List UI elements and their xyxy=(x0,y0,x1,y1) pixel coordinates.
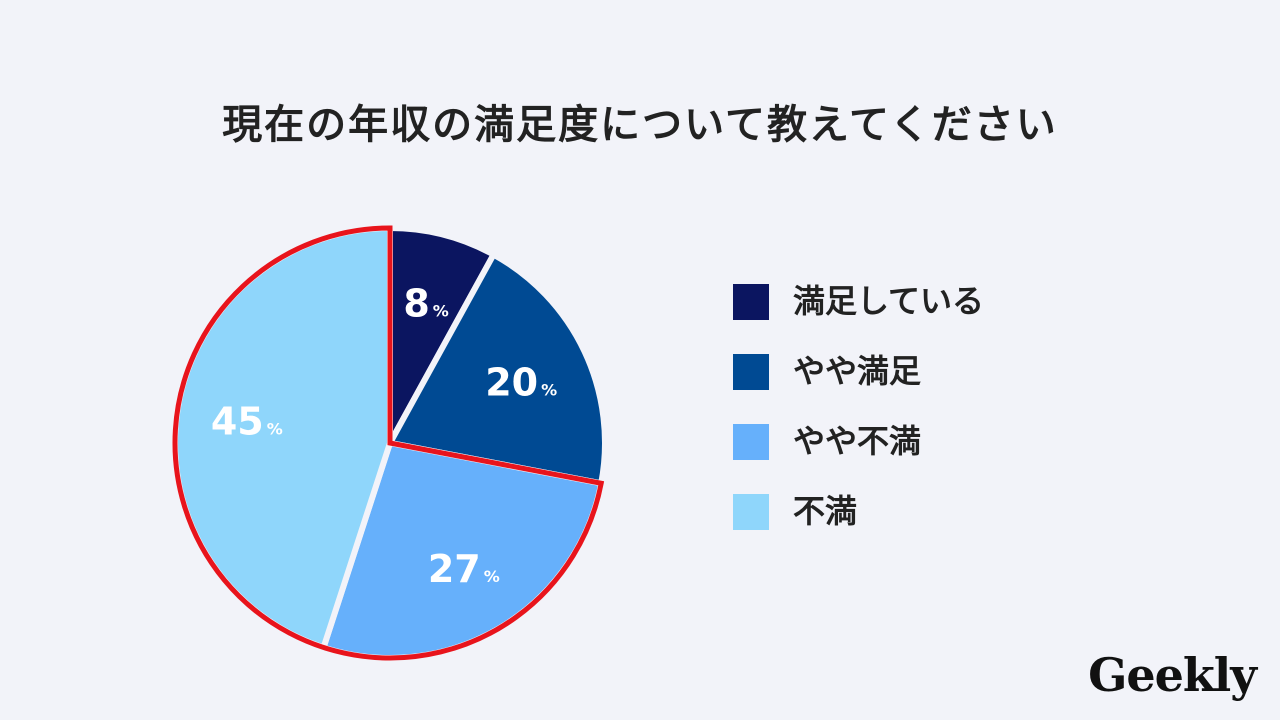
geekly-logo: Geekly xyxy=(1088,648,1257,702)
slice-label-2: 20% xyxy=(485,360,557,404)
legend-item-3: やや不満 xyxy=(733,422,984,492)
legend-item-2: やや満足 xyxy=(733,352,984,422)
legend-item-1: 満足している xyxy=(733,282,984,352)
legend-swatch xyxy=(733,354,769,390)
legend: 満足している やや満足やや不満不満 xyxy=(733,282,984,562)
legend-label: 不満 xyxy=(793,492,858,530)
legend-swatch xyxy=(733,284,769,320)
slice-label-4: 45% xyxy=(211,399,283,443)
pie-slice-2 xyxy=(387,251,608,487)
highlight-outline xyxy=(172,225,605,661)
slice-label-1: 8% xyxy=(403,282,448,326)
legend-label: やや不満 xyxy=(793,422,922,460)
legend-label: 満足している xyxy=(793,282,985,320)
slice-label-3: 27% xyxy=(428,547,500,591)
legend-item-4: 不満 xyxy=(733,492,984,562)
chart-title: 現在の年収の満足度について教えてください xyxy=(222,102,1058,148)
legend-label: やや満足 xyxy=(793,352,922,390)
legend-swatch xyxy=(733,424,769,460)
legend-swatch xyxy=(733,494,769,530)
